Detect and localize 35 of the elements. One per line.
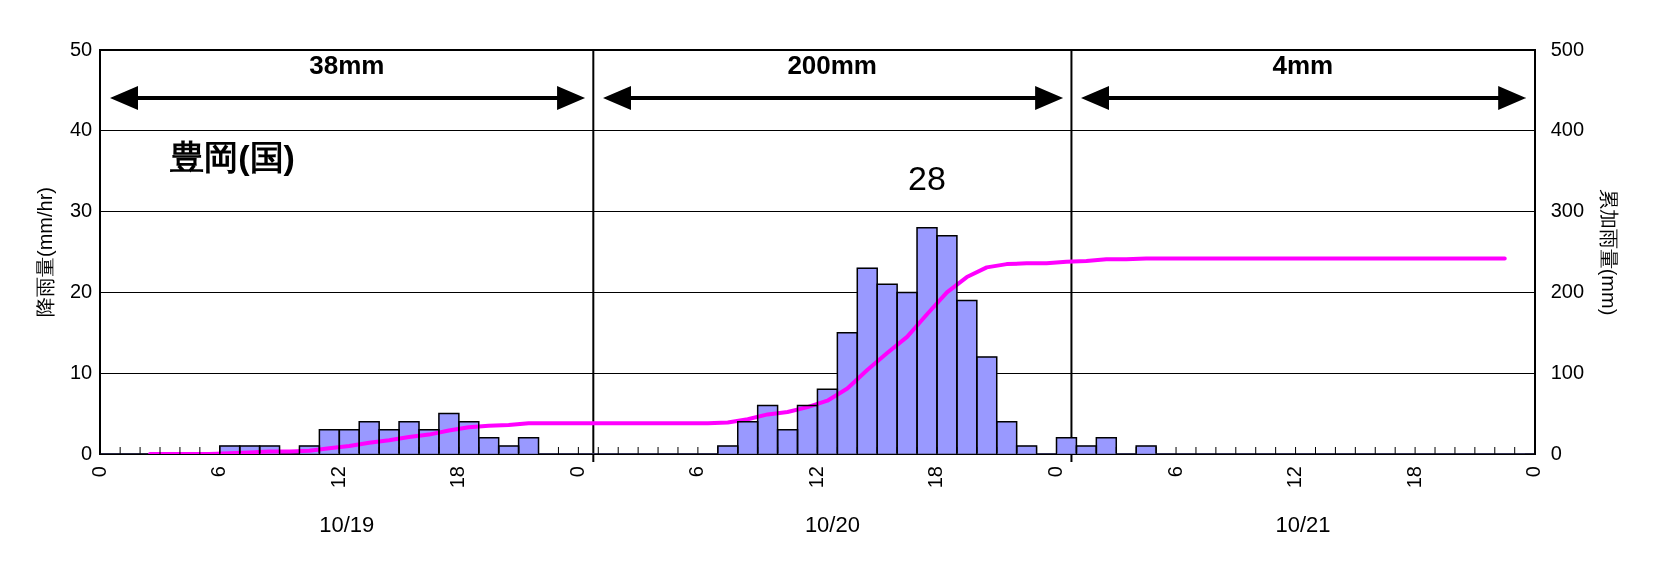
x-tick-label: 12 — [804, 466, 827, 489]
annotation: 38mm — [309, 50, 385, 82]
y2-axis-title: 累加雨量(mm) — [1598, 188, 1621, 316]
text: 10/20 — [804, 512, 860, 538]
text: 10/19 — [319, 512, 375, 538]
text: 10/21 — [1275, 512, 1331, 538]
y-tick-label: 30 — [70, 199, 93, 222]
y-axis-title: 降雨量(mm/hr) — [33, 187, 56, 317]
x-tick-label: 6 — [685, 466, 708, 478]
y2-tick-label: 400 — [1550, 118, 1585, 141]
y2-tick-label: 200 — [1550, 279, 1585, 302]
y-tick-label: 0 — [81, 441, 93, 464]
annotation: 200mm — [787, 50, 877, 82]
x-tick-label: 0 — [1522, 466, 1545, 478]
x-tick-label: 0 — [87, 466, 110, 478]
annotation: 4mm — [1272, 50, 1334, 82]
x-tick-label: 12 — [326, 466, 349, 489]
x-tick-label: 6 — [207, 466, 230, 478]
annotation: 28 — [908, 158, 946, 198]
x-tick-label: 18 — [924, 466, 947, 489]
x-tick-label: 0 — [565, 466, 588, 478]
y-tick-label: 10 — [70, 360, 93, 383]
x-tick-label: 18 — [446, 466, 469, 489]
y2-tick-label: 300 — [1550, 199, 1585, 222]
text: 豊岡(国) — [170, 137, 295, 178]
y2-tick-label: 0 — [1550, 441, 1562, 464]
x-tick-label: 18 — [1402, 466, 1425, 489]
x-tick-label: 12 — [1283, 466, 1306, 489]
y-tick-label: 40 — [70, 118, 93, 141]
y-tick-label: 20 — [70, 279, 93, 302]
y2-tick-label: 500 — [1550, 37, 1585, 60]
y-tick-label: 50 — [70, 37, 93, 60]
x-tick-label: 0 — [1044, 466, 1067, 478]
y2-tick-label: 100 — [1550, 360, 1585, 383]
x-tick-label: 6 — [1163, 466, 1186, 478]
